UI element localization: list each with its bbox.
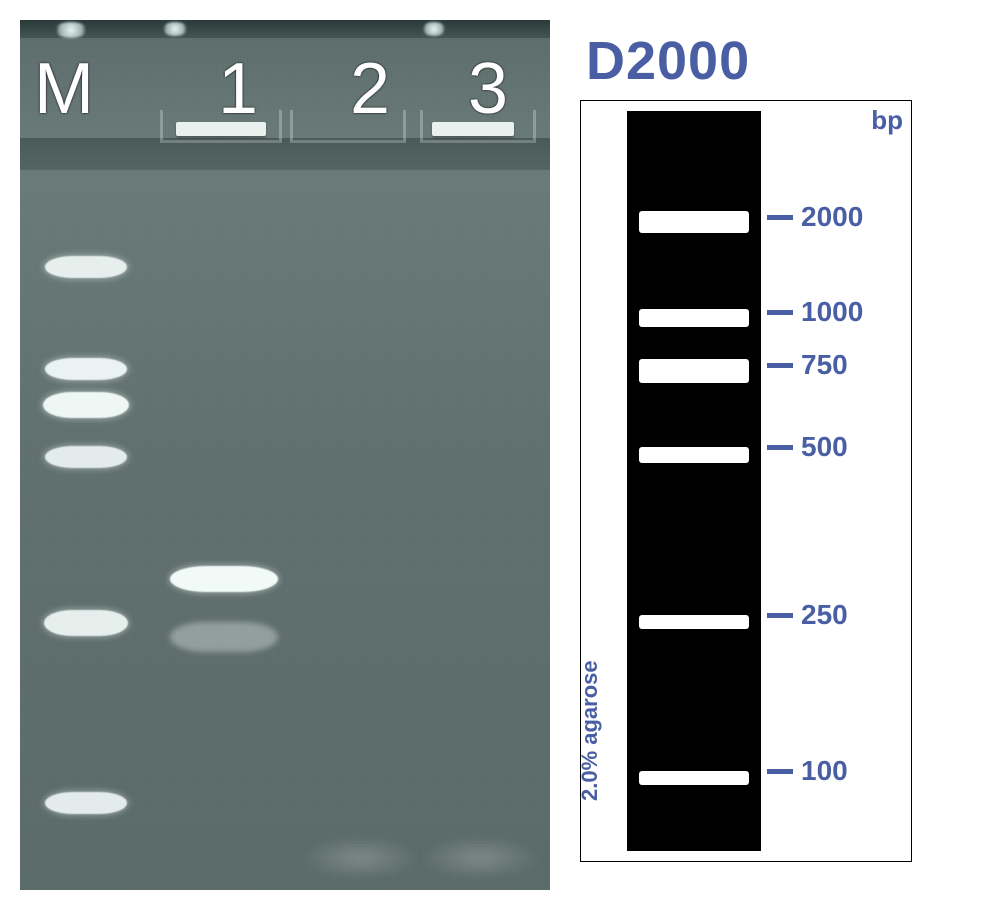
bp-label-500: 500 xyxy=(767,431,848,463)
ladder-band-2000 xyxy=(639,211,749,233)
ladder-band-750 xyxy=(639,359,749,383)
gel-top-edge xyxy=(20,20,550,38)
lane3-dyefront xyxy=(420,836,540,880)
marker-band-750 xyxy=(43,392,129,418)
bp-text: 2000 xyxy=(801,201,863,233)
gel-glare xyxy=(54,22,88,38)
lane-label-m: M xyxy=(34,48,94,130)
ladder-band-500 xyxy=(639,447,749,463)
ladder-band-100 xyxy=(639,771,749,785)
ladder-band-1000 xyxy=(639,309,749,327)
bp-label-250: 250 xyxy=(767,599,848,631)
lane2-dyefront xyxy=(300,836,420,880)
ladder-panel: bp 2.0% agarose 2000 1000 750 500 250 10… xyxy=(580,100,912,862)
well-lane1-dna xyxy=(176,122,266,136)
gel-image-left: M 1 2 3 xyxy=(20,20,550,890)
bp-text: 100 xyxy=(801,755,848,787)
marker-band-1000 xyxy=(45,358,127,380)
well-lane3-dna xyxy=(432,122,514,136)
bp-text: 250 xyxy=(801,599,848,631)
ladder-band-250 xyxy=(639,615,749,629)
gel-glare xyxy=(162,22,188,36)
bp-text: 750 xyxy=(801,349,848,381)
bp-label-1000: 1000 xyxy=(767,296,863,328)
bp-label-2000: 2000 xyxy=(767,201,863,233)
bp-text: 1000 xyxy=(801,296,863,328)
marker-band-100 xyxy=(45,792,127,814)
bp-label-100: 100 xyxy=(767,755,848,787)
marker-band-250 xyxy=(44,610,128,636)
ladder-strip xyxy=(627,111,761,851)
ladder-card: D2000 bp 2.0% agarose 2000 1000 750 500 … xyxy=(580,20,940,862)
agarose-label: 2.0% agarose xyxy=(577,660,603,801)
lane1-band-main xyxy=(170,566,278,592)
marker-band-2000 xyxy=(45,256,127,278)
marker-band-500 xyxy=(45,446,127,468)
gel-glare xyxy=(422,22,446,36)
bp-unit-label: bp xyxy=(871,105,903,136)
bp-text: 500 xyxy=(801,431,848,463)
well-bracket xyxy=(290,110,406,143)
figure-container: M 1 2 3 D2000 bp 2.0% agarose xyxy=(0,0,1000,910)
ladder-title: D2000 xyxy=(580,20,940,100)
bp-label-750: 750 xyxy=(767,349,848,381)
lane1-band-faint xyxy=(170,622,278,652)
